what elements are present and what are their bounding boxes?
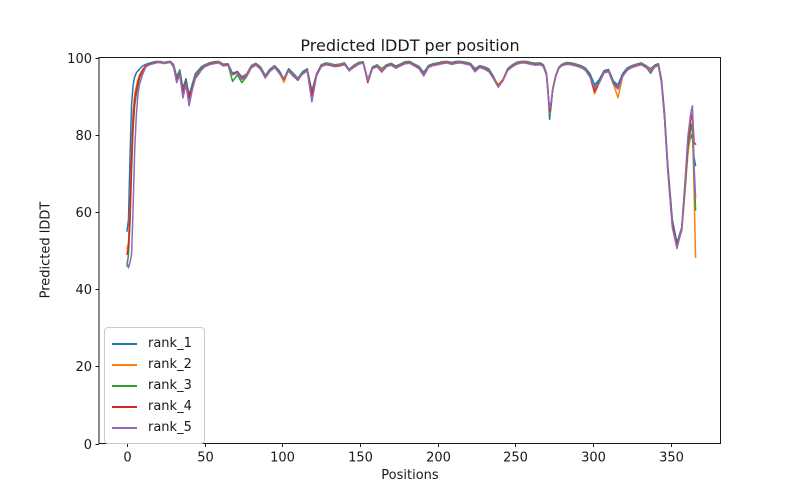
legend-item: rank_2 (112, 354, 192, 375)
legend-swatch (112, 384, 137, 387)
y-tick-label: 0 (84, 438, 92, 453)
legend-label: rank_4 (148, 399, 192, 414)
legend-label: rank_5 (148, 420, 192, 435)
legend: rank_1 rank_2 rank_3 rank_4 rank_5 (104, 327, 205, 444)
legend-label: rank_3 (148, 378, 192, 393)
legend-item: rank_4 (112, 396, 192, 417)
series-line-rank_3 (126, 61, 697, 267)
series-line-rank_5 (126, 61, 697, 269)
legend-item: rank_1 (112, 333, 192, 354)
y-tick-label: 40 (75, 283, 92, 298)
y-tick-label: 100 (67, 52, 92, 67)
x-tick-label: 50 (197, 451, 214, 466)
legend-label: rank_2 (148, 357, 192, 372)
x-tick-label: 100 (270, 451, 295, 466)
chart-title: Predicted lDDT per position (300, 36, 520, 55)
x-axis-label: Positions (381, 468, 439, 483)
legend-swatch (112, 363, 137, 366)
x-tick-label: 250 (503, 451, 528, 466)
y-tick-label: 80 (75, 129, 92, 144)
y-tick-label: 20 (75, 360, 92, 375)
legend-item: rank_3 (112, 375, 192, 396)
legend-item: rank_5 (112, 417, 192, 438)
x-tick-label: 300 (581, 451, 606, 466)
series-line-rank_1 (126, 60, 697, 244)
y-tick-label: 60 (75, 206, 92, 221)
x-tick-label: 0 (123, 451, 131, 466)
legend-label: rank_1 (148, 336, 192, 351)
series-line-rank_4 (126, 61, 697, 256)
x-tick-label: 150 (348, 451, 373, 466)
series-line-rank_2 (126, 60, 697, 259)
legend-swatch (112, 426, 137, 429)
legend-swatch (112, 342, 137, 345)
x-tick-label: 200 (426, 451, 451, 466)
y-axis-label: Predicted lDDT (38, 201, 54, 299)
plot-border (98, 57, 721, 444)
legend-swatch (112, 405, 137, 408)
x-tick-label: 350 (659, 451, 684, 466)
